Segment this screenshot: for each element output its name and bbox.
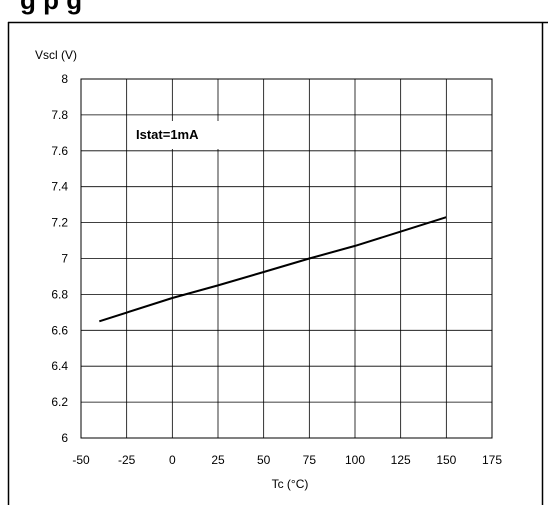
x-tick-label: 50 (257, 453, 271, 467)
y-tick-label: 6.6 (51, 323, 68, 337)
x-axis-label: Tc (°C) (272, 477, 309, 491)
y-tick-label: 7.2 (51, 216, 68, 230)
cut-off-title: g p g (20, 0, 83, 15)
x-tick-label: -50 (72, 453, 90, 467)
annotation-background (128, 121, 220, 149)
condition-annotation: Istat=1mA (136, 127, 199, 142)
y-tick-label: 7.4 (51, 180, 68, 194)
x-tick-label: 25 (211, 453, 225, 467)
y-tick-label: 6.4 (51, 359, 68, 373)
y-tick-label: 7.6 (51, 144, 68, 158)
x-tick-label: 175 (482, 453, 502, 467)
x-tick-labels: -50 -25 0 25 50 75 100 125 150 175 (72, 453, 502, 467)
x-tick-label: 150 (436, 453, 456, 467)
y-tick-labels: 6 6.2 6.4 6.6 6.8 7 7.2 7.4 7.6 7.8 8 (51, 72, 68, 445)
y-tick-label: 6.2 (51, 395, 68, 409)
series-lines (98, 216, 447, 323)
plot-border (80, 78, 493, 439)
x-tick-label: 0 (169, 453, 176, 467)
series-line (98, 216, 447, 323)
x-tick-label: 125 (391, 453, 411, 467)
x-tick-label: -25 (118, 453, 136, 467)
y-tick-label: 7.8 (51, 108, 68, 122)
y-tick-label: 8 (61, 72, 68, 86)
x-tick-label: 100 (345, 453, 365, 467)
y-tick-label: 6.8 (51, 287, 68, 301)
y-tick-label: 7 (61, 252, 68, 266)
y-tick-label: 6 (61, 431, 68, 445)
y-axis-label: Vscl (V) (35, 48, 77, 62)
x-tick-label: 75 (303, 453, 317, 467)
